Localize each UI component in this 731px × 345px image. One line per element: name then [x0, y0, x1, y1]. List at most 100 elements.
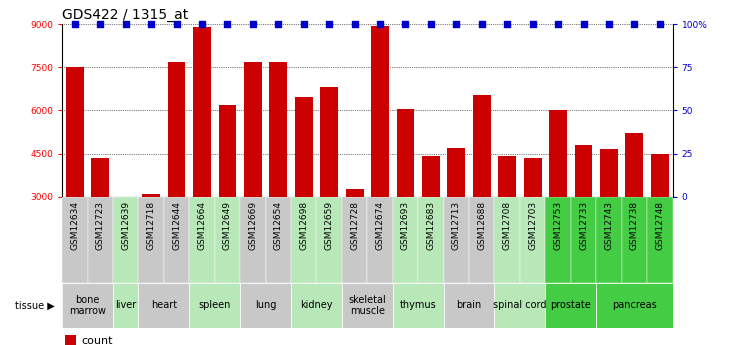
Text: GSM12733: GSM12733	[579, 201, 588, 250]
Text: GSM12698: GSM12698	[299, 201, 308, 250]
Text: GSM12693: GSM12693	[401, 201, 410, 250]
Bar	[494, 197, 520, 283]
Bar	[342, 197, 367, 283]
Text: liver: liver	[115, 300, 137, 310]
Bar	[499, 156, 516, 197]
Text: kidney: kidney	[300, 300, 333, 310]
Text: GSM12654: GSM12654	[274, 201, 283, 250]
Text: GSM12738: GSM12738	[630, 201, 639, 250]
Bar	[143, 194, 160, 197]
Bar	[244, 61, 262, 197]
Bar	[651, 154, 669, 197]
Text: GSM12649: GSM12649	[223, 201, 232, 250]
Bar	[113, 197, 138, 283]
Text: GSM12743: GSM12743	[605, 201, 613, 250]
Bar	[371, 26, 389, 197]
Bar	[240, 283, 291, 328]
Bar	[265, 197, 291, 283]
Bar	[393, 197, 418, 283]
Text: thymus: thymus	[400, 300, 436, 310]
Bar	[320, 87, 338, 197]
Bar	[164, 197, 189, 283]
Point	[171, 21, 183, 27]
Point	[654, 21, 666, 27]
Bar	[367, 197, 393, 283]
Bar	[291, 283, 342, 328]
Text: GSM12703: GSM12703	[528, 201, 537, 250]
Bar	[189, 283, 240, 328]
Text: GSM12688: GSM12688	[477, 201, 486, 250]
Point	[221, 21, 233, 27]
Bar	[596, 197, 621, 283]
Text: GSM12718: GSM12718	[147, 201, 156, 250]
Bar	[113, 283, 138, 328]
Point	[349, 21, 360, 27]
Text: bone
marrow: bone marrow	[69, 295, 106, 316]
Bar	[469, 197, 494, 283]
Bar	[66, 67, 84, 197]
Bar	[600, 149, 618, 197]
Text: GSM12713: GSM12713	[452, 201, 461, 250]
Text: pancreas: pancreas	[612, 300, 656, 310]
Bar	[473, 95, 491, 197]
Bar	[295, 98, 313, 197]
Point	[196, 21, 208, 27]
Point	[425, 21, 436, 27]
Text: count: count	[82, 336, 113, 345]
Bar	[545, 283, 596, 328]
Text: spinal cord: spinal cord	[493, 300, 547, 310]
Bar	[193, 27, 211, 197]
Text: GDS422 / 1315_at: GDS422 / 1315_at	[62, 8, 189, 22]
Bar	[219, 105, 236, 197]
Bar	[65, 335, 76, 345]
Text: GSM12674: GSM12674	[376, 201, 385, 250]
Text: brain: brain	[456, 300, 482, 310]
Bar	[270, 61, 287, 197]
Bar	[91, 158, 109, 197]
Point	[629, 21, 640, 27]
Point	[247, 21, 259, 27]
Bar	[240, 197, 265, 283]
Bar	[393, 283, 444, 328]
Text: GSM12639: GSM12639	[121, 201, 130, 250]
Bar	[549, 110, 567, 197]
Bar	[545, 197, 571, 283]
Point	[603, 21, 615, 27]
Bar	[626, 134, 643, 197]
Point	[94, 21, 106, 27]
Bar	[138, 197, 164, 283]
Text: GSM12683: GSM12683	[426, 201, 436, 250]
Text: GSM12644: GSM12644	[172, 201, 181, 250]
Bar	[444, 197, 469, 283]
Bar	[571, 197, 596, 283]
Point	[374, 21, 386, 27]
Bar	[621, 197, 647, 283]
Bar	[523, 158, 542, 197]
Point	[527, 21, 539, 27]
Text: spleen: spleen	[199, 300, 231, 310]
Bar	[317, 197, 342, 283]
Bar	[62, 283, 113, 328]
Bar	[189, 197, 215, 283]
Text: heart: heart	[151, 300, 177, 310]
Bar	[397, 109, 414, 197]
Text: GSM12748: GSM12748	[655, 201, 664, 250]
Bar	[647, 197, 673, 283]
Text: GSM12728: GSM12728	[350, 201, 359, 250]
Text: GSM12664: GSM12664	[197, 201, 207, 250]
Text: skeletal
muscle: skeletal muscle	[349, 295, 386, 316]
Bar	[346, 189, 363, 197]
Text: prostate: prostate	[550, 300, 591, 310]
Point	[298, 21, 310, 27]
Point	[400, 21, 412, 27]
Text: GSM12634: GSM12634	[70, 201, 80, 250]
Point	[501, 21, 513, 27]
Point	[577, 21, 589, 27]
Point	[120, 21, 132, 27]
Bar	[494, 283, 545, 328]
Text: GSM12708: GSM12708	[503, 201, 512, 250]
Point	[145, 21, 157, 27]
Bar	[422, 156, 440, 197]
Point	[323, 21, 335, 27]
Point	[69, 21, 80, 27]
